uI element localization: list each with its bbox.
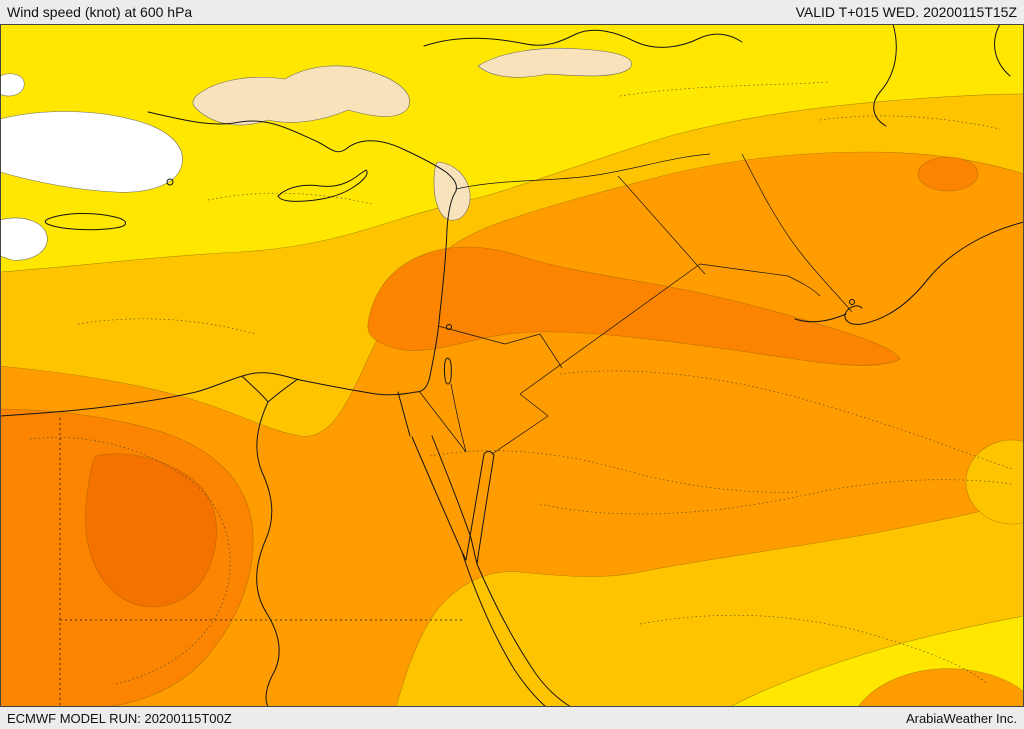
coastline-black-sea (423, 29, 743, 48)
island-cyprus (277, 169, 368, 202)
country-borders-dotted (59, 418, 462, 707)
contour-cream-coast (433, 161, 471, 221)
island-bahrain (849, 299, 855, 305)
border-jordan-saudi-iraq (491, 263, 789, 455)
country-borders (418, 153, 853, 455)
persian-gulf-coast (794, 221, 1024, 325)
border-turkey-syria (455, 153, 711, 190)
contour-white-corner (0, 73, 25, 97)
border-kuwait (787, 275, 821, 297)
header-bar: Wind speed (knot) at 600 hPa VALID T+015… (0, 0, 1024, 24)
border-syria-iraq (617, 175, 706, 275)
gulf-of-suez (411, 435, 472, 553)
dotted-contour (819, 115, 1001, 130)
contour-gold-pocket (965, 439, 1024, 525)
model-run-label: ECMWF MODEL RUN: 20200115T00Z (7, 710, 232, 726)
border-jordan-iraq (539, 333, 563, 369)
island-outline (166, 178, 174, 186)
contour-white-aegean (0, 111, 183, 193)
weather-map (0, 24, 1024, 707)
validity-stamp: VALID T+015 WED. 20200115T15Z (795, 4, 1017, 20)
contour-orange-region (0, 151, 1024, 707)
contour-cream-north (477, 47, 632, 78)
contour-deep-orange-levant (367, 246, 901, 366)
coastline-mediterranean (0, 111, 457, 417)
dotted-contour (77, 318, 257, 335)
island-crete (44, 212, 126, 231)
contour-deep-orange-blob-ne (917, 156, 979, 192)
footer-bar: ECMWF MODEL RUN: 20200115T00Z ArabiaWeat… (0, 707, 1024, 729)
brand-label: ArabiaWeather Inc. (905, 710, 1017, 726)
gulf-of-aqaba (461, 451, 495, 565)
border-iraq-iran (741, 153, 853, 313)
contour-cream-anatolia (192, 65, 410, 126)
dead-sea (443, 357, 452, 385)
border-israel-jordan (450, 383, 467, 453)
contour-orange-corner (857, 668, 1024, 707)
wind-contour-canvas (0, 24, 1024, 707)
dotted-contour (539, 479, 1013, 515)
contour-white-patches (0, 73, 183, 261)
map-title: Wind speed (knot) at 600 hPa (7, 4, 193, 20)
coastline-caspian (873, 24, 897, 127)
contour-white-small (0, 217, 48, 261)
dotted-contour (429, 450, 801, 493)
contour-cream-patches (192, 47, 632, 221)
dotted-contour (619, 81, 831, 97)
contour-core-orange-egypt (85, 453, 217, 608)
dotted-contour (29, 437, 231, 685)
border-syria-jordan (437, 325, 541, 345)
dotted-contour (559, 370, 1013, 470)
river-nile (241, 375, 299, 707)
suez-canal (397, 391, 411, 437)
coastlines (0, 24, 1024, 707)
coastline-caspian-east (994, 24, 1011, 77)
dotted-contour (207, 192, 373, 205)
sea-of-galilee (446, 324, 452, 330)
border-egypt-israel (418, 390, 467, 453)
dotted-contour (639, 614, 989, 685)
intermediate-contour-lines (29, 81, 1013, 685)
red-sea-coast (461, 551, 572, 707)
